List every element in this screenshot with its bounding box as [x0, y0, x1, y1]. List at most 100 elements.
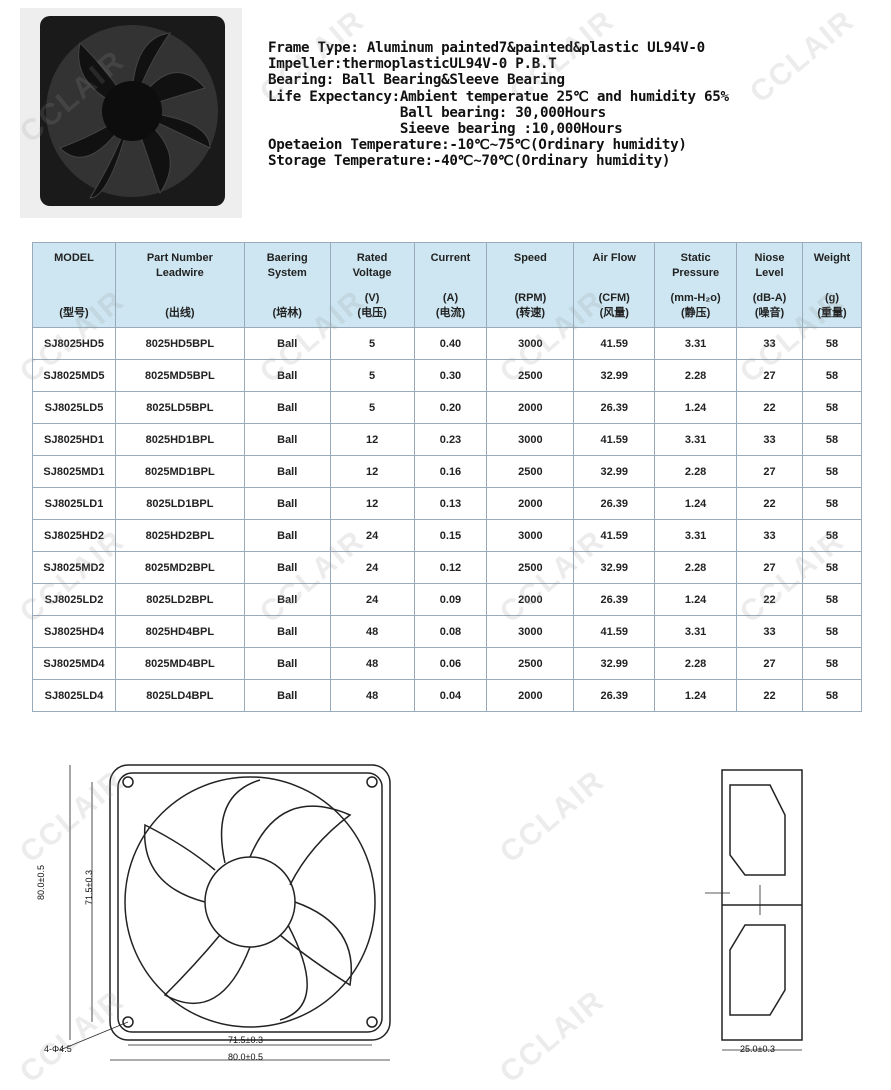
- spec-line: Ball bearing: 30,000Hours: [268, 104, 606, 121]
- table-cell: 24: [329, 583, 415, 616]
- table-row: SJ8025LD1 8025LD1BPL Ball 12 0.13 2000 26.39 1.…: [32, 487, 863, 520]
- table-cell: 0.08: [413, 615, 488, 648]
- fan-front-drawing: [59, 764, 391, 1061]
- table-cell: 32.99: [573, 551, 656, 584]
- dim-holes: 4-Φ4.5: [44, 1044, 72, 1054]
- table-cell: 8025MD2BPL: [114, 551, 245, 584]
- table-cell: 8025LD4BPL: [114, 679, 245, 712]
- table-cell: Ball: [243, 423, 331, 456]
- table-cell: 8025HD1BPL: [114, 423, 245, 456]
- table-cell: 58: [801, 519, 863, 552]
- table-cell: 58: [801, 423, 863, 456]
- dim-outer-height: 80.0±0.5: [36, 865, 46, 900]
- table-row: SJ8025MD5 8025MD5BPL Ball 5 0.30 2500 32.99 2.2…: [32, 359, 863, 392]
- table-row: SJ8025HD2 8025HD2BPL Ball 24 0.15 3000 41.59 3.…: [32, 519, 863, 552]
- table-cell: SJ8025HD4: [32, 615, 116, 648]
- table-cell: 33: [736, 327, 803, 360]
- table-cell: 2.28: [654, 647, 738, 680]
- table-cell: 26.39: [573, 679, 656, 712]
- spec-line: Impeller:thermoplasticUL94V-0 P.B.T: [268, 56, 557, 73]
- table-cell: SJ8025LD4: [32, 679, 116, 712]
- table-cell: 41.59: [573, 519, 656, 552]
- column-header: Speed (RPM) (转速): [486, 242, 575, 328]
- table-row: SJ8025MD1 8025MD1BPL Ball 12 0.16 2500 32.99 2.…: [32, 455, 863, 488]
- column-header: MODEL (型号): [32, 242, 116, 328]
- table-cell: 41.59: [573, 615, 656, 648]
- table-cell: 48: [329, 647, 415, 680]
- table-cell: 26.39: [573, 487, 656, 520]
- column-header: Static Pressure (mm-H₂o) (静压): [654, 242, 738, 328]
- table-cell: 0.20: [413, 391, 488, 424]
- table-cell: Ball: [243, 391, 331, 424]
- table-cell: 58: [801, 327, 863, 360]
- table-cell: 3000: [486, 519, 575, 552]
- dim-inner-width: 71.5±0.3: [228, 1035, 263, 1045]
- table-cell: 2.28: [654, 359, 738, 392]
- spec-line: Sieeve bearing :10,000Hours: [268, 121, 623, 138]
- table-cell: 8025LD1BPL: [114, 487, 245, 520]
- table-cell: Ball: [243, 487, 331, 520]
- table-cell: 27: [736, 647, 803, 680]
- table-cell: 3.31: [654, 519, 738, 552]
- table-cell: 1.24: [654, 679, 738, 712]
- table-cell: 58: [801, 615, 863, 648]
- table-cell: 2000: [486, 679, 575, 712]
- column-header: Weight (g) (重量): [801, 242, 863, 328]
- column-header: Air Flow (CFM) (风量): [573, 242, 656, 328]
- table-row: SJ8025MD2 8025MD2BPL Ball 24 0.12 2500 32.99 2.…: [32, 551, 863, 584]
- table-cell: 12: [329, 423, 415, 456]
- table-cell: 5: [329, 327, 415, 360]
- spec-table: MODEL (型号) Part Number Leadwire (出线) Baering…: [32, 242, 863, 712]
- table-cell: 22: [736, 487, 803, 520]
- header-title: Niose Level: [754, 252, 785, 279]
- table-cell: 32.99: [573, 647, 656, 680]
- table-row: SJ8025LD4 8025LD4BPL Ball 48 0.04 2000 26.39 1.…: [32, 679, 863, 712]
- table-cell: 27: [736, 551, 803, 584]
- table-cell: 1.24: [654, 487, 738, 520]
- dim-outer-width: 80.0±0.5: [228, 1052, 263, 1062]
- header-unit: (CFM) (风量): [598, 292, 630, 319]
- table-cell: 58: [801, 551, 863, 584]
- table-cell: 58: [801, 679, 863, 712]
- table-cell: Ball: [243, 327, 331, 360]
- spec-line: Opetaeion Temperature:-10℃~75℃(Ordinary …: [268, 137, 687, 154]
- table-cell: 0.06: [413, 647, 488, 680]
- header-unit: (型号): [59, 307, 89, 319]
- header-unit: (V) (电压): [357, 292, 387, 319]
- table-cell: Ball: [243, 583, 331, 616]
- spec-line: Bearing: Ball Bearing&Sleeve Bearing: [268, 72, 565, 89]
- table-row: SJ8025HD5 8025HD5BPL Ball 5 0.40 3000 41.59 3.3…: [32, 327, 863, 360]
- table-cell: Ball: [243, 519, 331, 552]
- table-cell: 22: [736, 679, 803, 712]
- table-cell: 3000: [486, 327, 575, 360]
- table-cell: 33: [736, 423, 803, 456]
- table-cell: SJ8025MD2: [32, 551, 116, 584]
- table-cell: 24: [329, 519, 415, 552]
- table-cell: 2.28: [654, 455, 738, 488]
- table-cell: 5: [329, 391, 415, 424]
- table-cell: Ball: [243, 455, 331, 488]
- column-header: Current (A) (电流): [413, 242, 488, 328]
- table-cell: 0.09: [413, 583, 488, 616]
- table-cell: 48: [329, 615, 415, 648]
- table-cell: 3.31: [654, 615, 738, 648]
- spec-line: Frame Type: Aluminum painted7&painted&pl…: [268, 40, 705, 56]
- table-cell: SJ8025LD2: [32, 583, 116, 616]
- table-cell: 8025HD2BPL: [114, 519, 245, 552]
- header-title: Speed: [513, 252, 547, 264]
- table-cell: 41.59: [573, 327, 656, 360]
- column-header: Baering System (培林): [243, 242, 331, 328]
- table-cell: 0.30: [413, 359, 488, 392]
- table-row: SJ8025HD4 8025HD4BPL Ball 48 0.08 3000 41.59 3.…: [32, 615, 863, 648]
- table-cell: SJ8025HD2: [32, 519, 116, 552]
- watermark: CCLAIR: [493, 983, 611, 1090]
- table-cell: 24: [329, 551, 415, 584]
- table-cell: 3000: [486, 423, 575, 456]
- table-cell: 32.99: [573, 455, 656, 488]
- table-cell: 8025HD4BPL: [114, 615, 245, 648]
- table-cell: 0.13: [413, 487, 488, 520]
- table-cell: 58: [801, 455, 863, 488]
- table-cell: 3.31: [654, 327, 738, 360]
- table-cell: 0.40: [413, 327, 488, 360]
- table-cell: 0.12: [413, 551, 488, 584]
